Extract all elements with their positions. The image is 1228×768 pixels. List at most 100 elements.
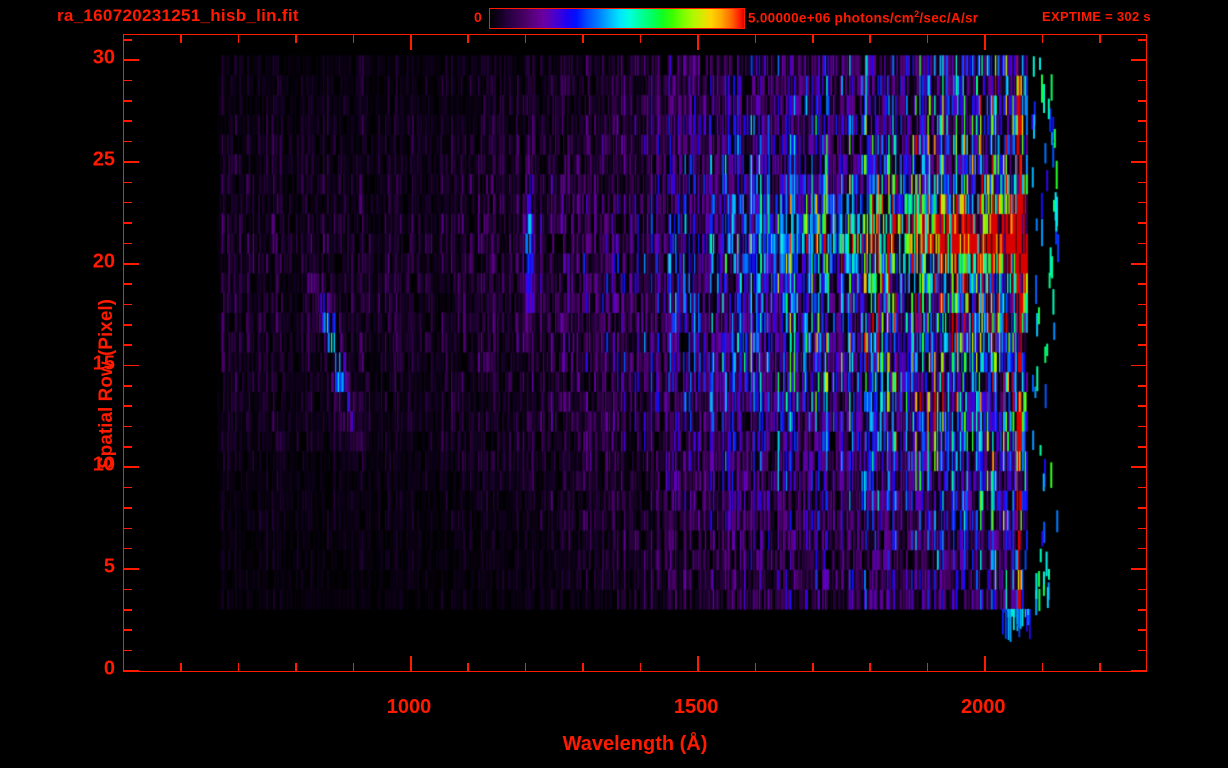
axis-tick: [639, 35, 642, 43]
axis-tick: [1138, 39, 1146, 41]
axis-tick: [124, 629, 132, 631]
axis-tick: [869, 35, 871, 43]
axis-tick: [124, 222, 132, 224]
spectrogram-image: [124, 35, 1145, 670]
axis-tick: [926, 663, 929, 671]
axis-tick: [1041, 35, 1044, 43]
axis-tick: [1138, 588, 1146, 591]
axis-tick: [1138, 181, 1146, 184]
axis-tick: [352, 35, 355, 43]
axis-tick: [1138, 242, 1146, 245]
y-axis-tick-label: 0: [103, 657, 115, 680]
figure-title: ra_160720231251_hisb_lin.fit: [57, 6, 299, 25]
y-axis-tick-label: 15: [92, 352, 115, 375]
axis-tick: [639, 663, 642, 671]
axis-tick: [124, 344, 132, 346]
axis-tick: [467, 663, 469, 671]
axis-tick: [1131, 161, 1146, 163]
axis-tick: [754, 35, 757, 43]
axis-tick: [1131, 670, 1146, 671]
axis-tick: [926, 35, 929, 43]
axis-tick: [124, 405, 132, 407]
axis-tick: [754, 663, 757, 671]
axis-tick: [409, 35, 412, 50]
axis-tick: [1138, 100, 1146, 102]
axis-tick: [1131, 466, 1146, 469]
x-axis-tick-label: 1500: [673, 696, 719, 718]
axis-tick: [180, 35, 182, 43]
axis-tick: [124, 527, 132, 530]
axis-tick: [124, 100, 132, 102]
colorbar-max-unit-tail: /sec/A/sr: [919, 10, 979, 26]
axis-tick: [124, 283, 132, 285]
colorbar-max-exponent: 2: [914, 9, 920, 19]
axis-tick: [124, 79, 132, 82]
colorbar-max-value: 5.00000e+06 photons/cm: [748, 10, 915, 26]
axis-tick: [1131, 59, 1146, 62]
axis-tick: [124, 181, 132, 184]
colorbar-min-label: 0: [474, 9, 483, 25]
axis-tick: [1138, 446, 1146, 448]
axis-tick: [1099, 663, 1101, 671]
axis-tick: [1138, 486, 1146, 489]
x-axis-title: Wavelength (Å): [562, 733, 708, 755]
colorbar: [489, 8, 745, 29]
axis-tick: [1131, 568, 1146, 570]
axis-tick: [1131, 262, 1146, 265]
y-axis-tick-label: 30: [92, 46, 115, 69]
axis-tick: [124, 649, 132, 652]
axis-tick: [1138, 79, 1146, 82]
axis-tick: [180, 663, 182, 671]
axis-tick: [811, 35, 814, 43]
axis-tick: [1099, 35, 1101, 43]
axis-tick: [124, 425, 132, 428]
exposure-time-label: EXPTIME = 302 s: [1042, 9, 1151, 24]
axis-tick: [124, 242, 132, 245]
axis-tick: [124, 201, 132, 204]
axis-tick: [237, 35, 240, 43]
y-axis-title: Spatial Row (Pixel): [95, 299, 117, 469]
axis-tick: [984, 656, 986, 671]
axis-tick: [409, 656, 412, 671]
axis-tick: [124, 446, 132, 448]
axis-tick: [1138, 629, 1146, 631]
axis-tick: [467, 35, 469, 43]
axis-tick: [1138, 507, 1146, 509]
axis-tick: [869, 663, 871, 671]
axis-tick: [697, 656, 699, 671]
y-axis-tick-label: 10: [92, 453, 115, 476]
axis-tick: [524, 35, 527, 43]
axis-tick: [124, 608, 132, 611]
axis-tick: [124, 161, 139, 163]
axis-tick: [124, 466, 139, 469]
axis-tick: [124, 39, 132, 41]
axis-tick: [984, 35, 986, 50]
colorbar-max-label: 5.00000e+06 photons/cm2/sec/A/sr: [748, 9, 978, 26]
axis-tick: [1138, 303, 1146, 306]
axis-tick: [1138, 608, 1146, 611]
axis-tick: [124, 303, 132, 306]
axis-tick: [124, 324, 132, 326]
x-axis-tick-label: 1000: [386, 696, 432, 718]
axis-tick: [811, 663, 814, 671]
axis-tick: [124, 568, 139, 570]
axis-tick: [1138, 547, 1146, 550]
axis-tick: [1138, 120, 1146, 123]
axis-tick: [1041, 663, 1044, 671]
axis-tick: [1138, 405, 1146, 407]
axis-tick: [352, 663, 355, 671]
axis-tick: [1138, 283, 1146, 285]
axis-tick: [295, 35, 297, 43]
axis-tick: [1138, 222, 1146, 224]
y-axis-tick-label: 20: [92, 250, 115, 273]
axis-tick: [124, 486, 132, 489]
x-axis-tick-label: 2000: [960, 696, 1006, 718]
axis-tick: [295, 663, 297, 671]
axis-tick: [124, 507, 132, 509]
y-axis-tick-label: 25: [92, 148, 115, 171]
axis-tick: [1131, 364, 1146, 367]
axis-tick: [697, 35, 699, 50]
axis-tick: [1138, 344, 1146, 346]
axis-tick: [582, 35, 584, 43]
